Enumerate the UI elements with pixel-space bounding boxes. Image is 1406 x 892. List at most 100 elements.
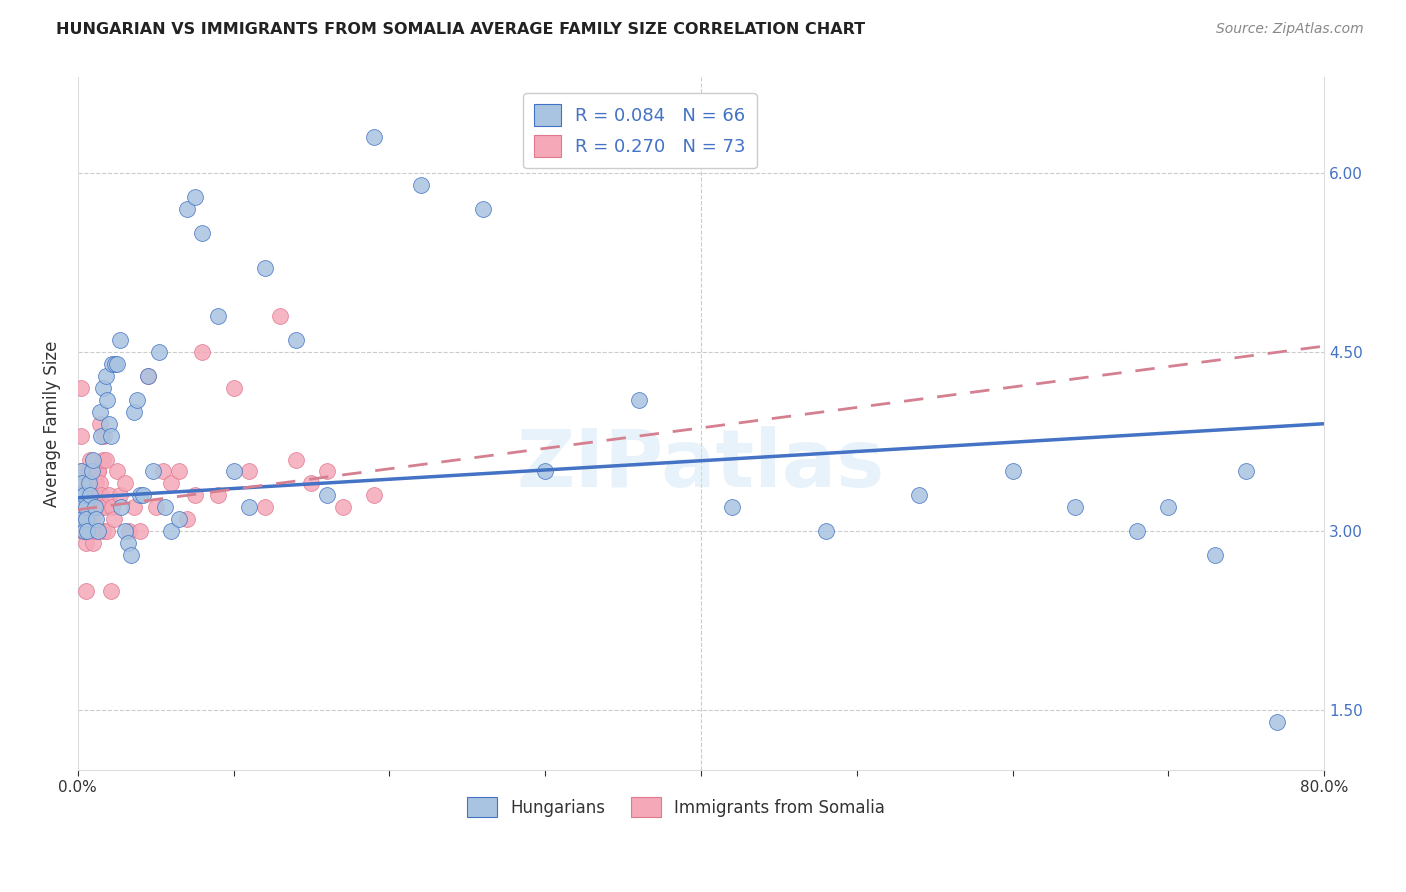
Point [108,333,131,347]
Point [409,178,432,192]
Point [363,488,385,502]
Point [1001,465,1024,479]
Point [129,488,152,502]
Point [160,524,183,538]
Point [86,476,108,491]
Point [90,488,112,502]
Point [117,536,139,550]
Point [176,202,198,216]
Point [79,488,101,502]
Point [96,392,118,407]
Point [73,524,96,538]
Point [534,465,557,479]
Point [75,500,97,515]
Point [471,202,494,216]
Point [84,500,107,515]
Point [122,405,145,419]
Point [79,452,101,467]
Y-axis label: Average Family Size: Average Family Size [44,341,60,507]
Point [77,512,100,526]
Point [77,465,100,479]
Text: HUNGARIAN VS IMMIGRANTS FROM SOMALIA AVERAGE FAMILY SIZE CORRELATION CHART: HUNGARIAN VS IMMIGRANTS FROM SOMALIA AVE… [56,22,865,37]
Legend: Hungarians, Immigrants from Somalia: Hungarians, Immigrants from Somalia [461,790,891,824]
Point [120,548,142,562]
Point [284,452,307,467]
Point [76,524,98,538]
Point [301,476,323,491]
Point [122,500,145,515]
Point [1157,500,1180,515]
Point [76,512,98,526]
Point [67,476,90,491]
Point [76,488,98,502]
Point [114,524,136,538]
Point [76,524,98,538]
Point [108,488,131,502]
Point [91,381,114,395]
Point [75,512,97,526]
Point [91,452,114,467]
Point [238,500,260,515]
Point [93,500,115,515]
Point [142,465,165,479]
Point [363,130,385,145]
Point [75,524,97,538]
Point [721,500,744,515]
Point [1063,500,1085,515]
Point [80,524,103,538]
Point [176,512,198,526]
Point [222,465,245,479]
Point [908,488,931,502]
Point [73,500,96,515]
Point [96,524,118,538]
Point [72,512,94,526]
Point [136,368,159,383]
Point [82,452,104,467]
Point [77,500,100,515]
Point [132,488,155,502]
Point [222,381,245,395]
Point [84,524,107,538]
Point [191,226,214,240]
Point [73,524,96,538]
Point [207,488,229,502]
Point [89,476,111,491]
Point [207,310,229,324]
Point [80,465,103,479]
Point [136,368,159,383]
Point [183,190,205,204]
Point [167,465,190,479]
Point [332,500,354,515]
Point [67,500,90,515]
Point [80,488,103,502]
Point [72,512,94,526]
Text: ZIPatlas: ZIPatlas [517,426,886,504]
Point [97,488,120,502]
Point [94,368,117,383]
Point [101,357,124,371]
Point [100,428,122,442]
Point [84,500,107,515]
Point [103,512,125,526]
Point [73,512,96,526]
Point [70,381,93,395]
Point [153,500,176,515]
Point [253,500,276,515]
Point [82,512,104,526]
Point [238,465,260,479]
Point [82,536,104,550]
Point [1126,524,1149,538]
Point [91,524,114,538]
Point [1234,465,1257,479]
Point [129,524,152,538]
Point [269,310,291,324]
Point [105,465,128,479]
Point [79,476,101,491]
Point [316,465,339,479]
Point [105,357,128,371]
Point [67,488,90,502]
Point [75,536,97,550]
Point [90,500,112,515]
Point [104,357,127,371]
Point [90,428,112,442]
